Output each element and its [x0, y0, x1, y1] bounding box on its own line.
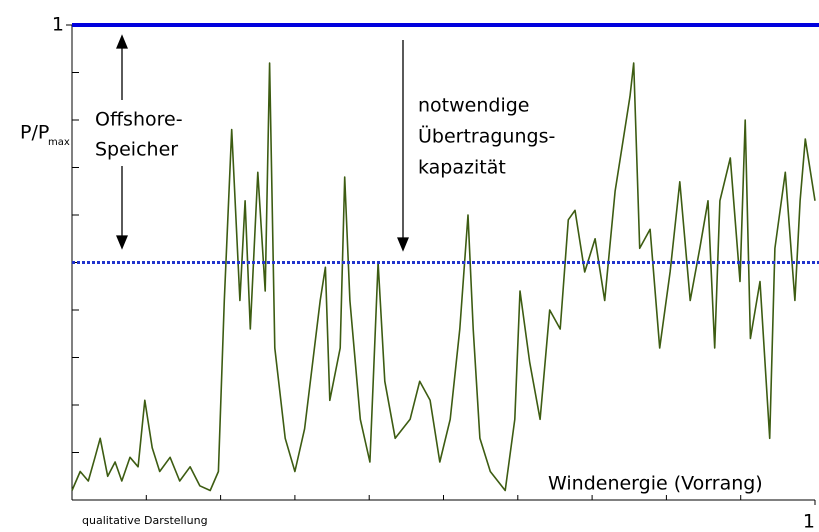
annotation: Speicher: [95, 139, 178, 161]
annotation: kapazität: [418, 157, 506, 179]
series-label: Windenergie (Vorrang): [548, 473, 763, 495]
y-tick-label: 1: [52, 14, 64, 36]
annotation: Übertragungs-: [418, 125, 555, 148]
y-axis-label-sub: max: [48, 137, 70, 148]
annotation: notwendige: [418, 95, 529, 117]
annotation: qualitative Darstellung: [82, 514, 208, 527]
x-tick-label: 1: [803, 511, 815, 532]
y-axis-label: P/P: [20, 122, 49, 144]
arrow-head: [116, 34, 128, 49]
annotation: Offshore-: [95, 109, 183, 131]
arrows: [116, 34, 409, 252]
series-line: [71, 62, 816, 492]
arrow-head: [397, 237, 409, 252]
arrow-head: [116, 235, 128, 250]
